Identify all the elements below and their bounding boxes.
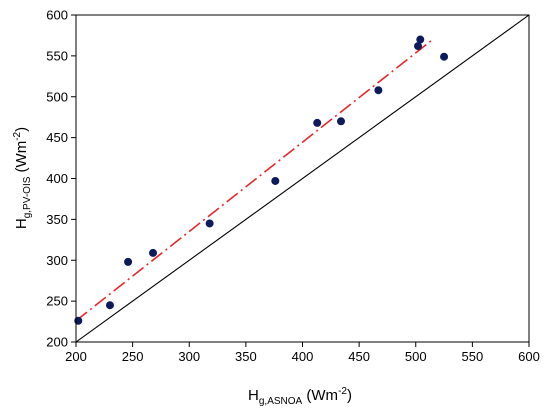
x-tick-label: 200 [65, 349, 87, 364]
y-tick-label: 350 [46, 212, 68, 227]
data-point [337, 117, 346, 126]
y-tick-label: 400 [46, 171, 68, 186]
data-point [105, 301, 114, 310]
y-tick-label: 300 [46, 253, 68, 268]
x-tick-label: 500 [405, 349, 427, 364]
x-axis: 200 250 300 350 400 450 500 550 600 [65, 342, 540, 364]
reference-line [76, 15, 529, 342]
x-tick-label: 400 [292, 349, 314, 364]
x-axis-title: Hg,ASNOA (Wm-2) [248, 386, 352, 407]
y-tick-label: 450 [46, 130, 68, 145]
y-tick-label: 600 [46, 8, 68, 23]
data-point [374, 86, 383, 95]
x-tick-label: 350 [235, 349, 257, 364]
data-point [416, 35, 425, 44]
x-tick-label: 300 [178, 349, 200, 364]
y-axis: 200 250 300 350 400 450 500 550 600 [46, 8, 76, 350]
regression-line [76, 38, 434, 322]
data-point [271, 176, 280, 185]
x-tick-label: 250 [122, 349, 144, 364]
data-point [440, 52, 449, 61]
x-tick-label: 550 [462, 349, 484, 364]
y-tick-label: 500 [46, 89, 68, 104]
data-point [313, 118, 322, 127]
data-point [205, 219, 214, 228]
y-tick-label: 200 [46, 335, 68, 350]
data-point [74, 316, 83, 325]
y-axis-title: Hg,PV-OIS (Wm-2) [12, 127, 33, 229]
data-point [414, 42, 423, 51]
y-tick-label: 550 [46, 48, 68, 63]
x-tick-label: 600 [518, 349, 540, 364]
plot-area [74, 14, 530, 343]
x-tick-label: 450 [348, 349, 370, 364]
data-point [124, 257, 133, 266]
data-point [149, 248, 158, 257]
y-tick-label: 250 [46, 294, 68, 309]
